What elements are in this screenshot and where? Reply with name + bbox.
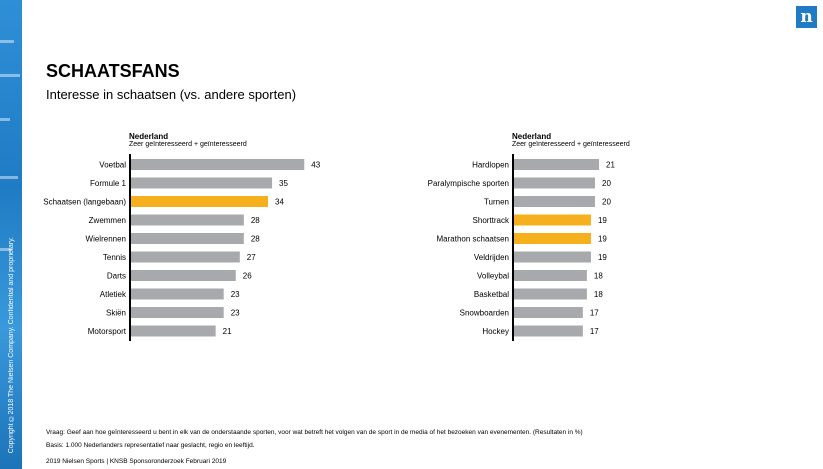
bar — [131, 177, 273, 189]
strip-streak — [0, 40, 14, 43]
category-label: Motorsport — [88, 327, 127, 336]
bar — [514, 214, 591, 226]
value-label: 28 — [251, 235, 260, 244]
value-label: 18 — [594, 272, 603, 281]
bar — [514, 159, 600, 170]
category-label: Volleybal — [477, 272, 509, 281]
chart-header-subtitle: Zeer geïnteresseerd + geïnteresseerd — [129, 141, 247, 148]
value-label: 35 — [279, 179, 288, 188]
category-label: Marathon schaatsen — [437, 235, 510, 244]
bar-chart-left: Nederland Zeer geïnteresseerd + geïntere… — [40, 132, 340, 347]
decorative-side-strip: Copyright ©2018 The Nielsen Company. Con… — [0, 0, 22, 469]
bar — [131, 251, 240, 263]
value-label: 28 — [251, 216, 260, 225]
value-label: 27 — [247, 253, 256, 262]
category-label: Shorttrack — [473, 216, 510, 225]
bar — [514, 325, 583, 337]
value-label: 19 — [598, 253, 607, 262]
bar-chart-svg: Hardlopen 21 Paralympische sporten 20 Turnen… — [428, 154, 615, 341]
category-label: Tennis — [103, 253, 126, 262]
strip-streak — [0, 176, 18, 179]
category-label: Hockey — [482, 327, 509, 336]
copyright-text: Copyright ©2018 The Nielsen Company. Con… — [7, 236, 15, 453]
value-label: 26 — [243, 272, 252, 281]
bar — [514, 251, 591, 263]
bar — [514, 177, 595, 189]
category-label: Atletiek — [100, 290, 127, 299]
value-label: 17 — [590, 327, 599, 336]
category-label: Wielrennen — [86, 235, 126, 244]
chart-header-title: Nederland — [512, 132, 552, 141]
bar — [131, 270, 236, 281]
bar — [514, 196, 595, 207]
category-label: Paralympische sporten — [428, 179, 509, 188]
strip-streak — [0, 118, 10, 121]
page-subtitle: Interesse in schaatsen (vs. andere sport… — [46, 87, 297, 102]
chart-header-title: Nederland — [129, 132, 169, 141]
value-label: 18 — [594, 290, 603, 299]
bar-chart-right: Nederland Zeer geïnteresseerd + geïntere… — [400, 132, 700, 347]
page-title: SCHAATSFANS — [46, 61, 180, 81]
value-label: 34 — [275, 198, 284, 207]
category-label: Basketbal — [474, 290, 509, 299]
value-label: 23 — [231, 309, 240, 318]
bar — [131, 233, 244, 244]
bar — [514, 307, 583, 318]
category-label: Veldrijden — [474, 253, 509, 262]
value-label: 20 — [602, 179, 611, 188]
footnote-basis: Basis: 1.000 Nederlanders representatief… — [46, 442, 255, 449]
bar — [131, 325, 216, 337]
category-label: Zwemmen — [89, 216, 126, 225]
strip-streak — [0, 248, 12, 251]
bar — [131, 307, 224, 318]
category-label: Snowboarden — [460, 309, 509, 318]
chart-header: Nederland Zeer geïnteresseerd + geïntere… — [129, 132, 247, 148]
bar — [514, 233, 591, 244]
strip-streak — [0, 74, 20, 77]
category-label: Skiën — [106, 309, 126, 318]
category-label: Turnen — [484, 198, 509, 207]
chart-header-subtitle: Zeer geïnteresseerd + geïnteresseerd — [512, 141, 630, 148]
value-label: 21 — [606, 161, 615, 170]
bar — [131, 288, 224, 300]
value-label: 19 — [598, 235, 607, 244]
category-label: Schaatsen (langebaan) — [43, 198, 126, 207]
value-label: 43 — [311, 161, 320, 170]
copyright-notice: Copyright ©2018 The Nielsen Company. Con… — [3, 153, 19, 453]
footnote-question: Vraag: Geef aan hoe geïnteresseerd u ben… — [46, 429, 583, 436]
bar — [131, 159, 305, 170]
category-label: Voetbal — [99, 161, 126, 170]
footnote-source: 2019 Nielsen Sports | KNSB Sponsoronderz… — [46, 458, 227, 465]
value-label: 23 — [231, 290, 240, 299]
chart-header: Nederland Zeer geïnteresseerd + geïntere… — [512, 132, 630, 148]
value-label: 21 — [223, 327, 232, 336]
bar — [514, 288, 587, 300]
category-label: Darts — [107, 272, 126, 281]
value-label: 17 — [590, 309, 599, 318]
nielsen-logo-icon: n — [796, 6, 817, 28]
bar — [131, 214, 244, 226]
bar — [131, 196, 269, 207]
bar — [514, 270, 587, 281]
category-label: Formule 1 — [90, 179, 127, 188]
bar-chart-svg: Voetbal 43 Formule 1 35 Schaatsen (langebaan… — [43, 154, 321, 341]
category-label: Hardlopen — [472, 161, 509, 170]
value-label: 19 — [598, 216, 607, 225]
value-label: 20 — [602, 198, 611, 207]
